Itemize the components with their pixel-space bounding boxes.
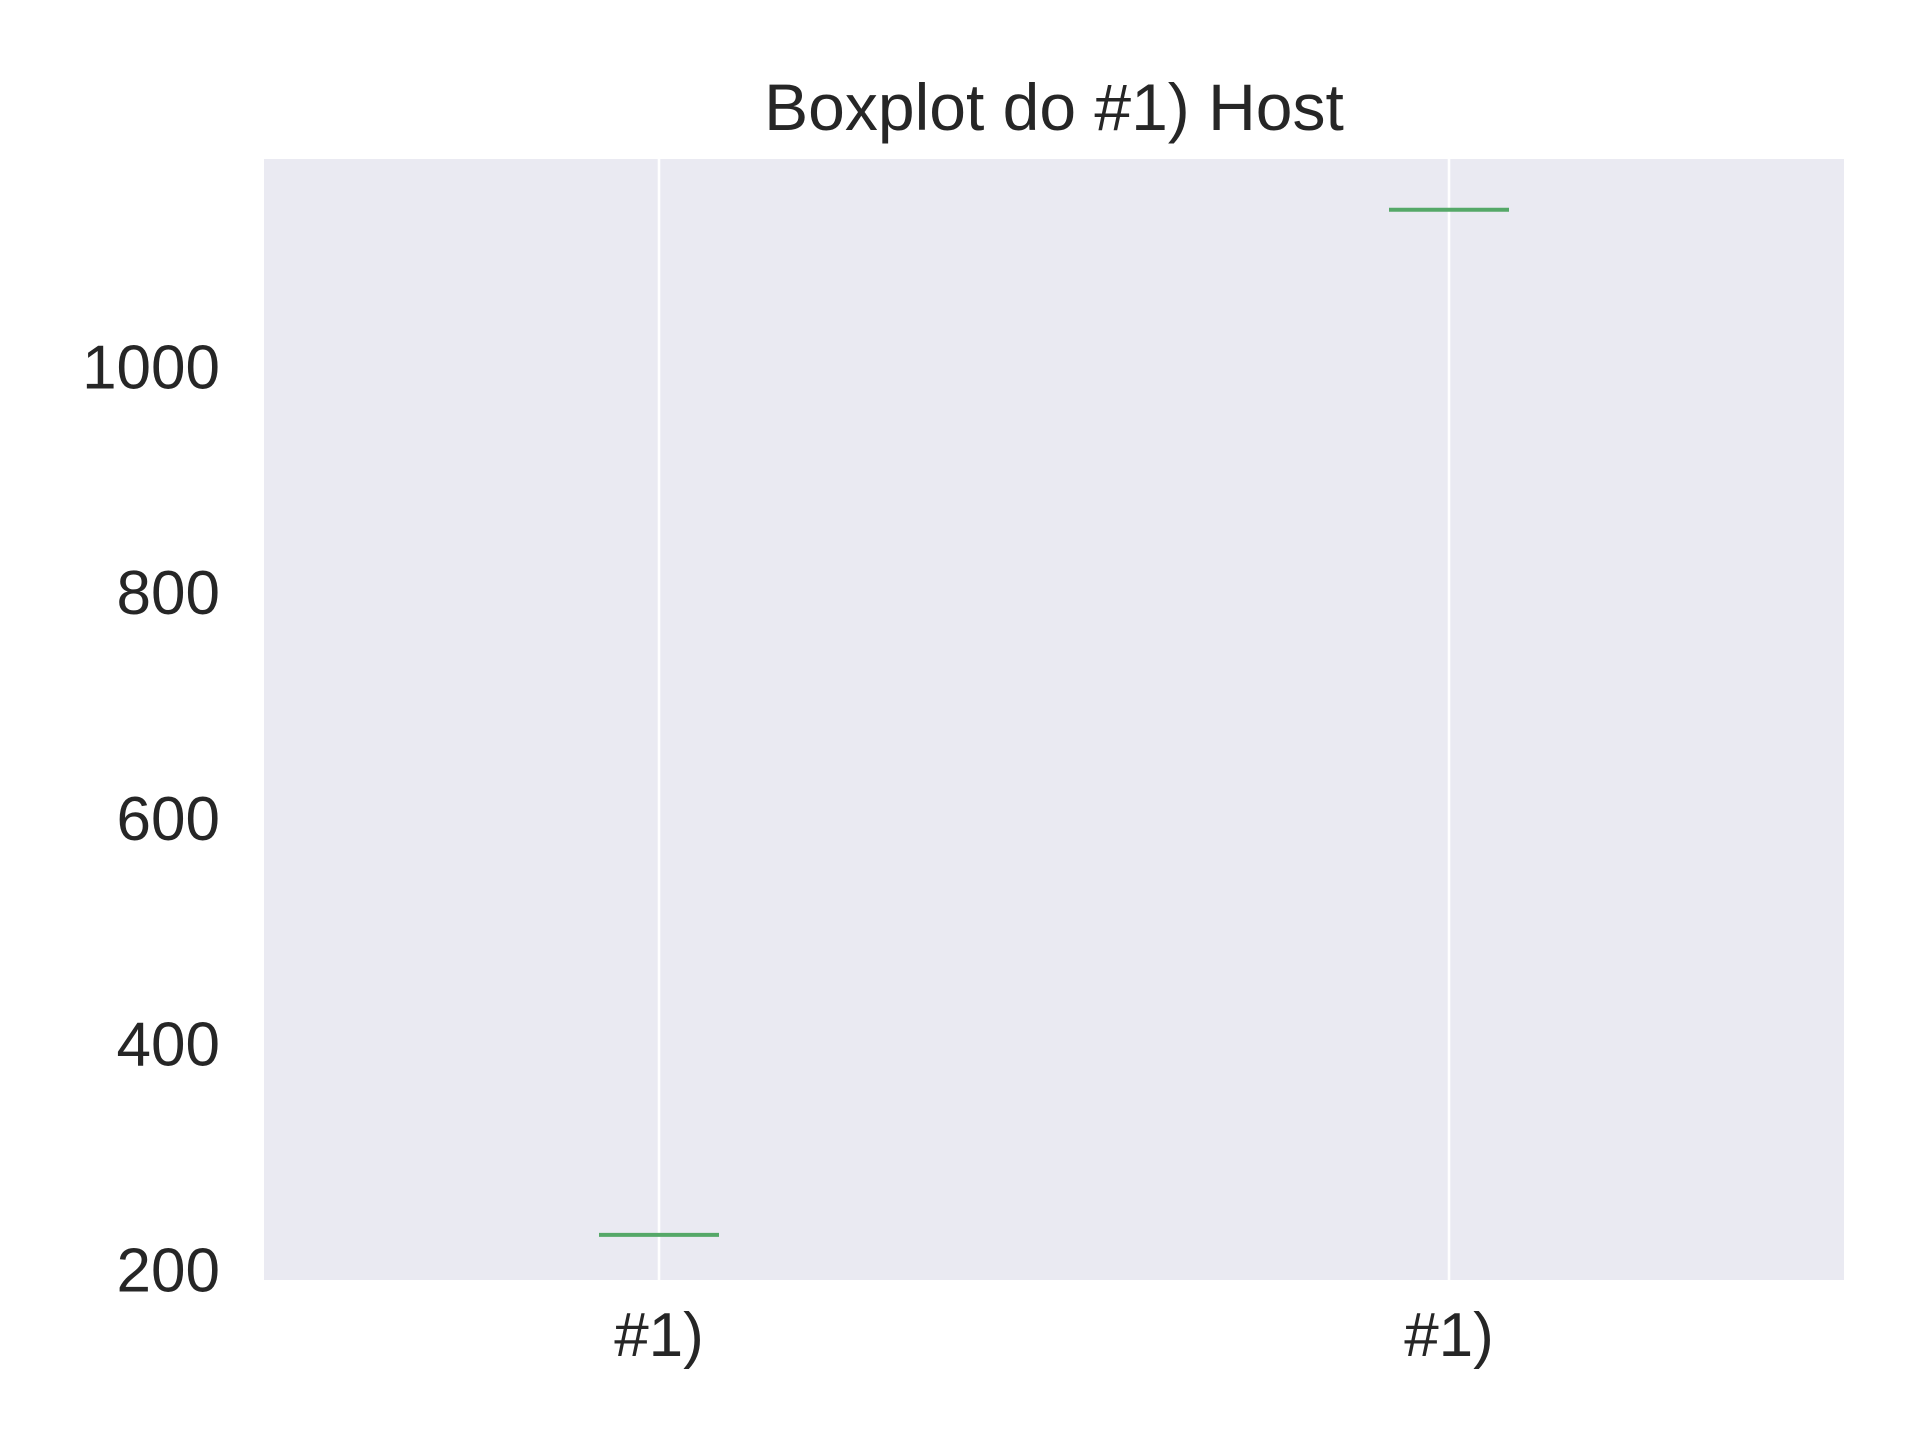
y-tick-label: 1000 <box>82 333 220 402</box>
y-tick-label: 800 <box>117 559 220 628</box>
grid-lines <box>657 159 1451 1280</box>
y-tick-label: 400 <box>117 1011 220 1080</box>
box-series <box>599 207 1509 1237</box>
chart-title: Boxplot do #1) Host <box>764 70 1344 144</box>
x-tick-label: #1) <box>614 1301 704 1370</box>
y-axis-ticks: 200 400 600 800 1000 <box>82 333 220 1305</box>
x-axis-ticks: #1) #1) <box>614 1301 1494 1370</box>
x-tick-label: #1) <box>1404 1301 1494 1370</box>
y-tick-label: 200 <box>117 1236 220 1305</box>
plot-area <box>264 159 1844 1280</box>
y-tick-label: 600 <box>117 785 220 854</box>
